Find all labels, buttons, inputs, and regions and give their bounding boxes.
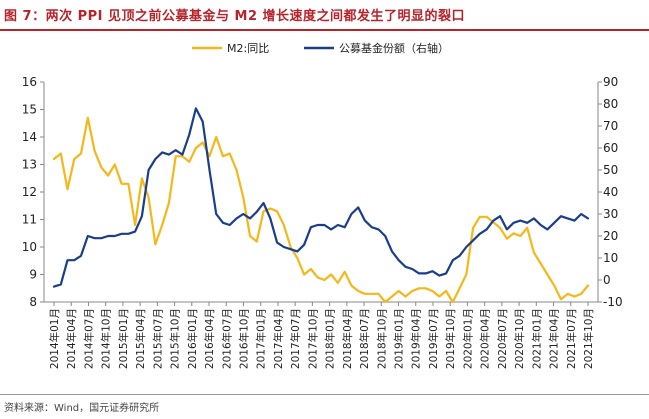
left-tick-label: 15: [22, 103, 37, 117]
x-tick-label: 2020年07月: [496, 308, 509, 369]
x-tick-label: 2021年04月: [548, 308, 561, 369]
x-tick-label: 2020年04月: [479, 308, 492, 369]
x-tick-label: 2021年07月: [565, 308, 578, 369]
left-tick-label: 14: [22, 130, 37, 144]
right-tick-label: 90: [603, 75, 618, 89]
right-tick-label: 70: [603, 119, 618, 133]
x-tick-label: 2019年04月: [410, 308, 423, 369]
footer-divider: [0, 394, 649, 395]
x-tick-label: 2017年10月: [306, 308, 319, 369]
x-tick-label: 2016年07月: [220, 308, 233, 369]
right-tick-label: 60: [603, 141, 618, 155]
x-tick-label: 2014年07月: [82, 308, 95, 369]
x-tick-label: 2014年04月: [65, 308, 78, 369]
x-tick-label: 2016年10月: [237, 308, 250, 369]
axes: 8 9 10 11 12 13 14 15 16 -10 0 10 20 30 40 50 60 70 80 90 20…: [22, 75, 623, 369]
left-tick-label: 8: [29, 295, 37, 309]
x-tick-label: 2019年01月: [393, 308, 406, 369]
x-tick-label: 2021年10月: [582, 308, 595, 369]
x-tick-label: 2019年07月: [427, 308, 440, 369]
right-tick-label: 30: [603, 207, 618, 221]
x-tick-label: 2015年01月: [117, 308, 130, 369]
x-tick-label: 2021年01月: [530, 308, 543, 369]
title-divider: [0, 29, 649, 31]
x-tick-label: 2016年01月: [186, 308, 199, 369]
right-tick-label: 10: [603, 251, 618, 265]
x-tick-label: 2017年07月: [289, 308, 302, 369]
x-tick-label: 2014年01月: [48, 308, 61, 369]
legend-m2-label: M2:同比: [227, 42, 269, 55]
source-note: 资料来源：Wind，国元证券研究所: [4, 403, 160, 414]
x-tick-label: 2018年07月: [358, 308, 371, 369]
legend-fund-label: 公募基金份额（右轴）: [339, 41, 449, 55]
x-tick-label: 2017年01月: [255, 308, 268, 369]
x-tick-label: 2018年01月: [324, 308, 337, 369]
right-tick-label: 80: [603, 97, 618, 111]
x-tick-label: 2020年01月: [461, 308, 474, 369]
right-tick-label: 40: [603, 185, 618, 199]
left-tick-label: 11: [22, 213, 37, 227]
right-tick-label: 0: [603, 273, 611, 287]
x-tick-label: 2017年04月: [272, 308, 285, 369]
x-tick-label: 2016年04月: [203, 308, 216, 369]
x-tick-label: 2014年10月: [100, 308, 113, 369]
x-tick-label: 2015年07月: [151, 308, 164, 369]
fund-share-series-line: [52, 107, 590, 288]
left-tick-label: 10: [22, 240, 37, 254]
x-tick-label: 2015年04月: [134, 308, 147, 369]
right-tick-label: 20: [603, 229, 618, 243]
legend: M2:同比 公募基金份额（右轴）: [192, 41, 449, 55]
x-tick-label: 2019年10月: [444, 308, 457, 369]
m2-series-line: [52, 116, 590, 304]
right-tick-label: -10: [603, 295, 623, 309]
right-tick-label: 50: [603, 163, 618, 177]
x-tick-label: 2020年10月: [513, 308, 526, 369]
x-tick-label: 2018年10月: [375, 308, 388, 369]
series-lines: [52, 107, 590, 304]
x-tick-label: 2018年04月: [341, 308, 354, 369]
left-tick-label: 12: [22, 185, 37, 199]
x-tick-label: 2015年10月: [169, 308, 182, 369]
dual-axis-line-chart: M2:同比 公募基金份额（右轴） 8 9 10 11 12 13 14 15 16 -10 0 10 20…: [22, 41, 623, 369]
left-tick-label: 9: [29, 268, 37, 282]
figure-title: 图 7：两次 PPI 见顶之前公募基金与 M2 增长速度之间都发生了明显的裂口: [4, 9, 466, 24]
left-tick-label: 16: [22, 75, 37, 89]
left-tick-label: 13: [22, 158, 37, 172]
